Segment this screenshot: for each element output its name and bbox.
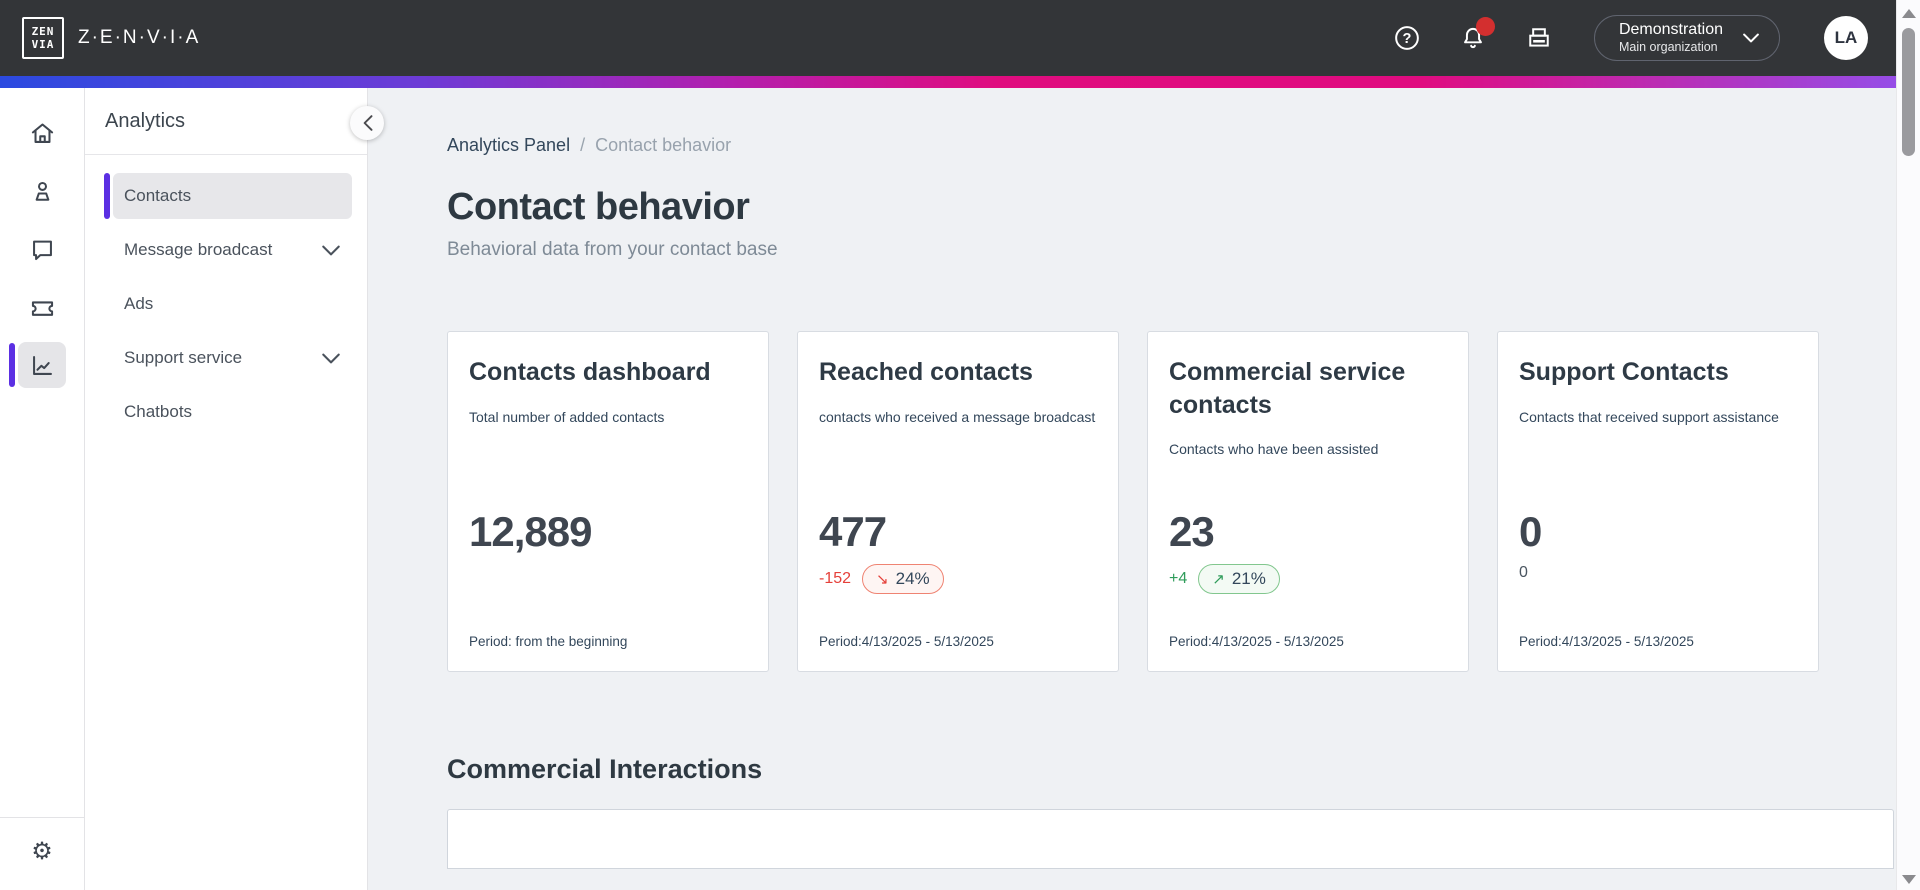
card-period: Period:4/13/2025 - 5/13/2025 (1519, 634, 1694, 649)
card-value: 0 (1519, 508, 1542, 555)
user-avatar[interactable]: LA (1824, 16, 1868, 60)
card-reached-contacts: Reached contacts contacts who received a… (797, 331, 1119, 672)
sidebar-item-contacts[interactable]: Contacts (104, 173, 352, 219)
sidebar-item-message-broadcast[interactable]: Message broadcast (113, 227, 352, 273)
analytics-sidebar: Analytics Contacts Message broadcast Ads… (85, 88, 384, 890)
card-delta-row: 0 (1519, 564, 1528, 582)
card-commercial-service-contacts: Commercial service contacts Contacts who… (1147, 331, 1469, 672)
rail-item-home[interactable] (18, 110, 66, 156)
chat-bubble-icon (32, 240, 52, 260)
sidebar-collapse-button[interactable] (350, 106, 384, 140)
brand-wordmark: Z·E·N·V·I·A (78, 27, 201, 48)
card-value: 477 (819, 508, 887, 555)
sidebar-item-label: Ads (124, 294, 154, 313)
rail-item-analytics[interactable] (9, 342, 66, 388)
scrollbar-thumb[interactable] (1902, 28, 1915, 156)
card-description: Contacts that received support assistanc… (1519, 408, 1779, 425)
organization-subtitle: Main organization (1618, 40, 1718, 55)
line-chart-icon (32, 355, 52, 375)
printer-icon[interactable] (1524, 23, 1554, 53)
scrollbar-up-arrow[interactable] (1902, 9, 1916, 18)
sidebar-item-support-service[interactable]: Support service (113, 335, 352, 381)
notification-dot (1475, 17, 1495, 36)
sidebar-divider (85, 154, 367, 155)
page-subtitle: Behavioral data from your contact base (447, 239, 778, 260)
chevron-left-icon (363, 115, 372, 131)
rail-item-conversations[interactable] (18, 226, 66, 272)
card-description: contacts who received a message broadcas… (819, 408, 1096, 425)
sidebar-item-label: Message broadcast (124, 240, 273, 259)
logo-text-bottom: VIA (31, 38, 55, 51)
card-title: Support Contacts (1519, 358, 1729, 386)
trend-percent: 21% (1231, 569, 1266, 588)
rail-bottom-section: ⚙ (0, 817, 84, 890)
logo-text-top: ZEN (31, 25, 55, 38)
chevron-down-icon (322, 353, 340, 364)
card-title: Reached contacts (819, 358, 1033, 386)
card-value: 23 (1169, 508, 1215, 555)
section-title-commercial-interactions: Commercial Interactions (447, 754, 763, 784)
breadcrumb-current: Contact behavior (595, 135, 732, 155)
page-title: Contact behavior (447, 186, 750, 228)
card-title: Commercial service contacts (1169, 358, 1406, 419)
sidebar-item-ads[interactable]: Ads (113, 281, 352, 327)
card-period: Period: from the beginning (469, 634, 628, 649)
organization-switcher[interactable]: Demonstration Main organization (1593, 15, 1780, 61)
page-scrollbar[interactable] (1896, 0, 1920, 890)
zenvia-logo[interactable]: ZEN VIA Z·E·N·V·I·A (22, 17, 200, 59)
card-support-contacts: Support Contacts Contacts that received … (1497, 331, 1819, 672)
card-contacts-dashboard: Contacts dashboard Total number of added… (447, 331, 769, 672)
bell-icon[interactable] (1458, 17, 1495, 53)
card-value: 12,889 (469, 508, 592, 555)
commercial-interactions-panel (447, 809, 1894, 869)
card-delta-row: -152 ↘ 24% (819, 564, 944, 594)
sidebar-title: Analytics (105, 110, 186, 132)
ticket-icon (31, 300, 53, 316)
organization-name: Demonstration (1618, 21, 1723, 39)
rail-item-contacts[interactable] (18, 168, 66, 214)
settings-gear-icon[interactable]: ⚙ (31, 838, 53, 865)
help-icon[interactable]: ? (1392, 23, 1422, 53)
card-description: Total number of added contacts (469, 408, 665, 425)
card-title: Contacts dashboard (469, 358, 711, 386)
person-icon (35, 181, 49, 201)
card-delta-row: +4 ↗ 21% (1169, 564, 1280, 594)
sidebar-item-label: Support service (124, 348, 243, 367)
main-content: Analytics Panel / Contact behavior Conta… (368, 88, 1920, 890)
trend-badge-positive: ↗ 21% (1198, 564, 1280, 594)
delta-value: -152 (819, 570, 852, 587)
chevron-down-icon (1743, 33, 1759, 43)
scrollbar-down-arrow[interactable] (1902, 875, 1916, 884)
sidebar-item-label: Contacts (124, 186, 192, 205)
brand-gradient-bar (0, 76, 1920, 88)
chevron-down-icon (322, 245, 340, 256)
trend-percent: 24% (895, 569, 930, 588)
trend-badge-negative: ↘ 24% (862, 564, 944, 594)
trend-down-arrow-icon: ↘ (876, 571, 889, 588)
rail-item-tickets[interactable] (18, 284, 66, 330)
sidebar-item-label: Chatbots (124, 402, 193, 421)
delta-value: 0 (1519, 564, 1528, 581)
sidebar-item-chatbots[interactable]: Chatbots (113, 389, 352, 435)
top-header: ZEN VIA Z·E·N·V·I·A ? Demonstration Main… (0, 0, 1920, 76)
breadcrumb: Analytics Panel / Contact behavior (447, 135, 1920, 156)
icon-rail: ⚙ (0, 88, 85, 890)
card-period: Period:4/13/2025 - 5/13/2025 (1169, 634, 1344, 649)
zenvia-logo-icon: ZEN VIA (22, 17, 64, 59)
delta-value: +4 (1169, 570, 1188, 587)
trend-up-arrow-icon: ↗ (1212, 571, 1225, 588)
kpi-cards-row: Contacts dashboard Total number of added… (447, 331, 1920, 672)
svg-text:?: ? (1403, 31, 1412, 47)
home-icon (31, 122, 53, 143)
breadcrumb-analytics-panel[interactable]: Analytics Panel (447, 135, 571, 155)
breadcrumb-separator: / (580, 135, 586, 155)
card-description: Contacts who have been assisted (1169, 441, 1379, 457)
card-period: Period:4/13/2025 - 5/13/2025 (819, 634, 994, 649)
